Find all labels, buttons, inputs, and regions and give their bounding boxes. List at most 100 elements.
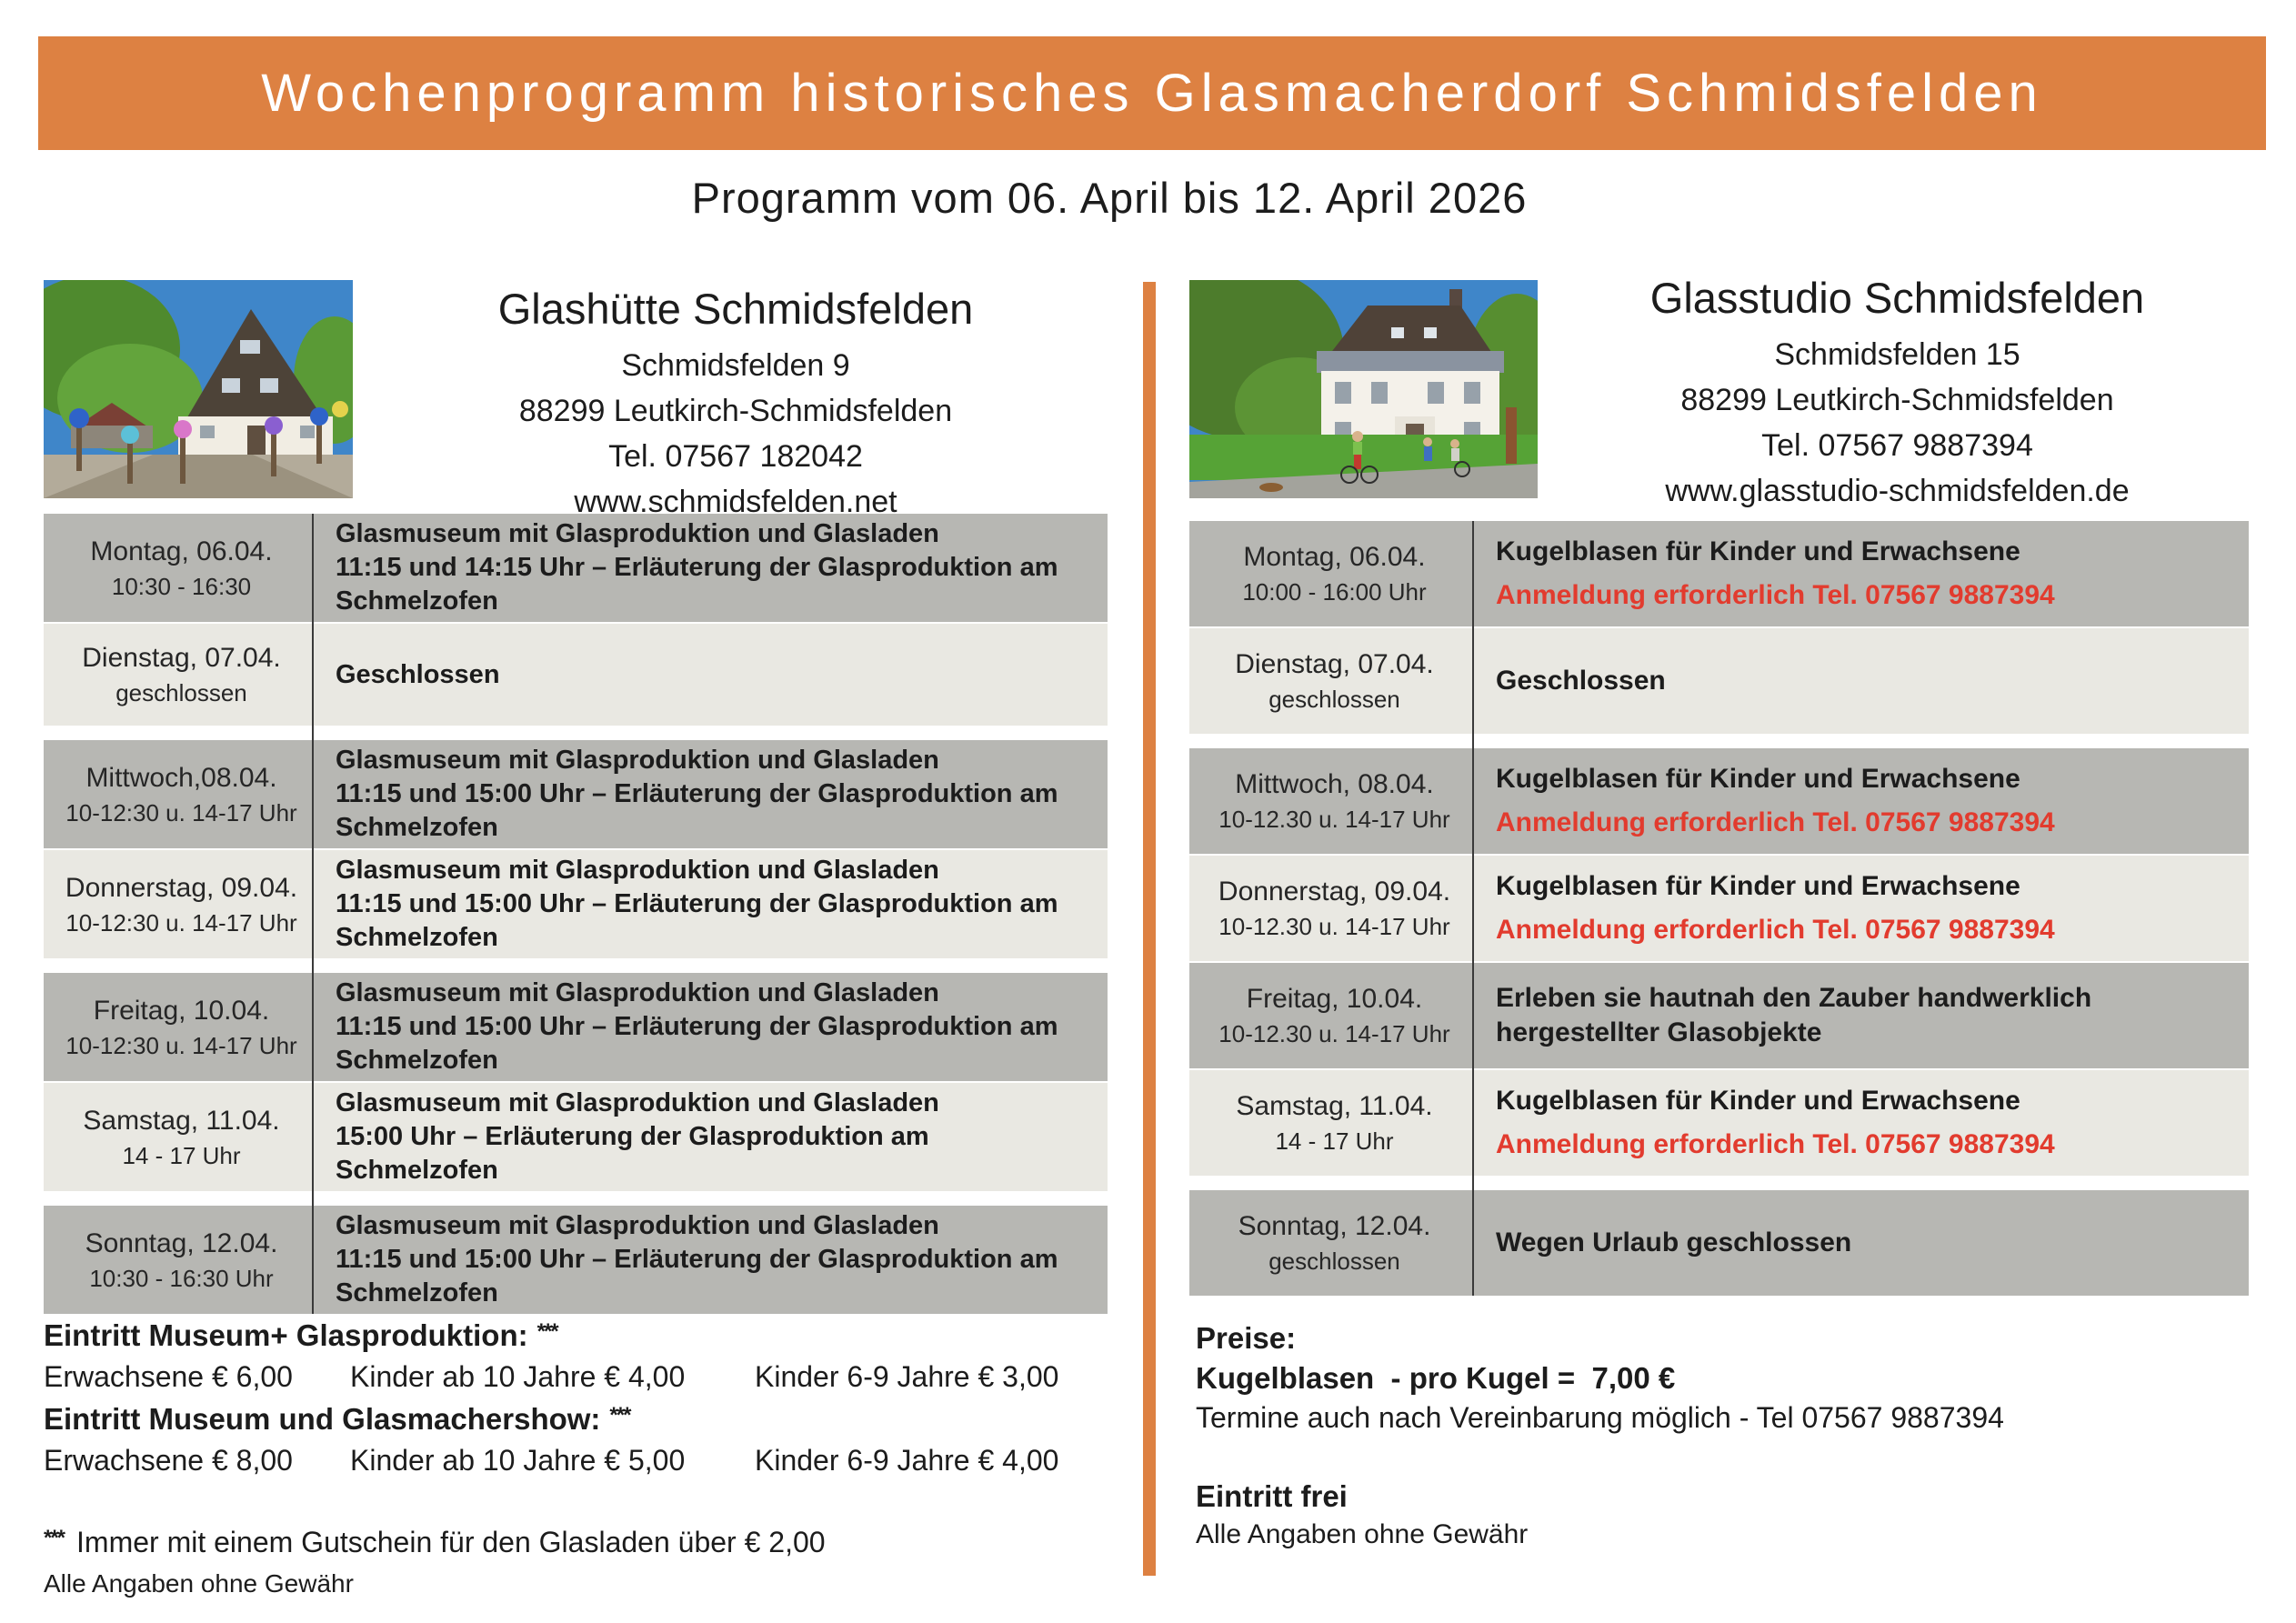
footnote-mark: *** [609, 1403, 631, 1428]
price-children-10plus: Kinder ab 10 Jahre € 5,00 [350, 1444, 686, 1477]
event-cell: Wegen Urlaub geschlossen [1479, 1190, 2249, 1296]
time-label: 10:30 - 16:30 Uhr [89, 1264, 274, 1292]
event-detail: 11:15 und 15:00 Uhr – Erläuterung der Gl… [336, 779, 1058, 842]
time-label: 10-12.30 u. 14-17 Uhr [1218, 806, 1450, 833]
price-header-museum-glasproduktion: Eintritt Museum+ Glasproduktion: *** [44, 1312, 1117, 1356]
schedule-row-monday: Montag, 06.04. 10:30 - 16:30 Glasmuseum … [44, 514, 1108, 622]
glashuette-header: Glashütte Schmidsfelden Schmidsfelden 9 … [364, 284, 1108, 525]
schedule-row-sunday: Sonntag, 12.04. 10:30 - 16:30 Uhr Glasmu… [44, 1206, 1108, 1314]
event-registration-note: Anmeldung erforderlich Tel. 07567 988739… [1496, 580, 2055, 610]
event-title: Glasmuseum mit Glasproduktion und Glasla… [336, 978, 939, 1007]
banner: Wochenprogramm historisches Glasmacherdo… [38, 36, 2266, 150]
schedule-row-friday: Freitag, 10.04. 10-12.30 u. 14-17 Uhr Er… [1189, 963, 2249, 1068]
day-label: Samstag, 11.04. [1236, 1091, 1433, 1121]
glasstudio-schedule-table: Montag, 06.04. 10:00 - 16:00 Uhr Kugelbl… [1189, 521, 2249, 1296]
day-cell: Sonntag, 12.04. geschlossen [1189, 1190, 1479, 1296]
time-label: 10-12.30 u. 14-17 Uhr [1218, 1020, 1450, 1047]
event-detail: 15:00 Uhr – Erläuterung der Glasprodukti… [336, 1122, 929, 1185]
table-column-divider [312, 514, 314, 1314]
event-cell: Kugelblasen für Kinder und Erwachsene An… [1479, 748, 2249, 854]
day-cell: Donnerstag, 09.04. 10-12.30 u. 14-17 Uhr [1189, 856, 1479, 961]
event-title: Geschlossen [1496, 666, 1666, 696]
venue-street: Schmidsfelden 15 [1774, 337, 2020, 372]
venue-city: 88299 Leutkirch-Schmidsfelden [518, 394, 953, 428]
event-title: Glasmuseum mit Glasproduktion und Glasla… [336, 1211, 939, 1240]
day-cell: Donnerstag, 09.04. 10-12:30 u. 14-17 Uhr [44, 850, 319, 958]
appointments-note: Termine auch nach Vereinbarung möglich -… [1196, 1401, 2004, 1434]
glashuette-prices: Eintritt Museum+ Glasproduktion: *** Erwa… [44, 1312, 1117, 1601]
venue-title: Glashütte Schmidsfelden [497, 285, 974, 333]
day-cell: Mittwoch,08.04. 10-12:30 u. 14-17 Uhr [44, 740, 319, 848]
glashuette-schedule-table: Montag, 06.04. 10:30 - 16:30 Glasmuseum … [44, 514, 1108, 1314]
kugelblasen-price: Kugelblasen - pro Kugel = 7,00 € [1196, 1361, 1676, 1395]
disclaimer: Alle Angaben ohne Gewähr [44, 1569, 354, 1598]
event-cell: Glasmuseum mit Glasproduktion und Glasla… [319, 973, 1108, 1081]
time-label: geschlossen [1268, 686, 1400, 713]
day-cell: Montag, 06.04. 10:00 - 16:00 Uhr [1189, 521, 1479, 626]
event-title: Glasmuseum mit Glasproduktion und Glasla… [336, 856, 939, 885]
day-label: Samstag, 11.04. [83, 1105, 280, 1136]
event-title: Kugelblasen für Kinder und Erwachsene [1496, 536, 2020, 566]
price-header-museum-glasmachershow: Eintritt Museum und Glasmachershow: *** [44, 1396, 1117, 1439]
event-registration-note: Anmeldung erforderlich Tel. 07567 988739… [1496, 1129, 2055, 1159]
day-cell: Mittwoch, 08.04. 10-12.30 u. 14-17 Uhr [1189, 748, 1479, 854]
event-registration-note: Anmeldung erforderlich Tel. 07567 988739… [1496, 915, 2055, 945]
event-cell: Kugelblasen für Kinder und Erwachsene An… [1479, 856, 2249, 961]
event-cell: Kugelblasen für Kinder und Erwachsene An… [1479, 521, 2249, 626]
event-title: Glasmuseum mit Glasproduktion und Glasla… [336, 519, 939, 548]
day-label: Dienstag, 07.04. [82, 643, 281, 673]
event-detail: 11:15 und 15:00 Uhr – Erläuterung der Gl… [336, 889, 1058, 952]
table-column-divider [1472, 521, 1474, 1296]
day-label: Freitag, 10.04. [1246, 984, 1423, 1014]
venue-website: www.glasstudio-schmidsfelden.de [1665, 474, 2130, 508]
price-adults: Erwachsene € 8,00 [44, 1444, 293, 1477]
price-row: Erwachsene € 8,00 Kinder ab 10 Jahre € 5… [44, 1441, 1117, 1479]
venue-phone: Tel. 07567 9887394 [1761, 428, 2033, 463]
day-cell: Dienstag, 07.04. geschlossen [44, 624, 319, 726]
glasstudio-prices: Preise: Kugelblasen - pro Kugel = 7,00 €… [1196, 1318, 2251, 1553]
venue-city: 88299 Leutkirch-Schmidsfelden [1680, 383, 2114, 417]
time-label: geschlossen [115, 679, 247, 706]
schedule-row-friday: Freitag, 10.04. 10-12:30 u. 14-17 Uhr Gl… [44, 973, 1108, 1081]
day-cell: Dienstag, 07.04. geschlossen [1189, 628, 1479, 734]
event-detail: 11:15 und 15:00 Uhr – Erläuterung der Gl… [336, 1245, 1058, 1307]
glashuette-photo [44, 280, 353, 498]
time-label: 14 - 17 Uhr [122, 1141, 241, 1169]
day-label: Mittwoch,08.04. [85, 762, 277, 793]
schedule-row-saturday: Samstag, 11.04. 14 - 17 Uhr Kugelblasen … [1189, 1070, 2249, 1176]
spacer [1196, 1437, 2251, 1477]
price-header-text: Eintritt Museum und Glasmachershow: [44, 1402, 601, 1436]
event-title: Glasmuseum mit Glasproduktion und Glasla… [336, 1088, 939, 1117]
spacer [44, 1479, 1117, 1519]
schedule-row-tuesday: Dienstag, 07.04. geschlossen Geschlossen [44, 624, 1108, 726]
event-cell: Glasmuseum mit Glasproduktion und Glasla… [319, 1083, 1108, 1191]
day-cell: Freitag, 10.04. 10-12.30 u. 14-17 Uhr [1189, 963, 1479, 1068]
day-cell: Sonntag, 12.04. 10:30 - 16:30 Uhr [44, 1206, 319, 1314]
schedule-row-wednesday: Mittwoch, 08.04. 10-12.30 u. 14-17 Uhr K… [1189, 748, 2249, 854]
schedule-row-wednesday: Mittwoch,08.04. 10-12:30 u. 14-17 Uhr Gl… [44, 740, 1108, 848]
day-cell: Freitag, 10.04. 10-12:30 u. 14-17 Uhr [44, 973, 319, 1081]
event-title: Erleben sie hautnah den Zauber handwerkl… [1496, 983, 2092, 1047]
time-label: 10:00 - 16:00 Uhr [1242, 578, 1427, 606]
day-label: Donnerstag, 09.04. [65, 872, 298, 903]
day-cell: Montag, 06.04. 10:30 - 16:30 [44, 514, 319, 622]
schedule-row-thursday: Donnerstag, 09.04. 10-12:30 u. 14-17 Uhr… [44, 850, 1108, 958]
event-cell: Kugelblasen für Kinder und Erwachsene An… [1479, 1070, 2249, 1176]
event-registration-note: Anmeldung erforderlich Tel. 07567 988739… [1496, 807, 2055, 837]
price-children-10plus: Kinder ab 10 Jahre € 4,00 [350, 1360, 686, 1393]
event-cell: Glasmuseum mit Glasproduktion und Glasla… [319, 850, 1108, 958]
footnote-mark: *** [536, 1319, 559, 1344]
event-cell: Glasmuseum mit Glasproduktion und Glasla… [319, 514, 1108, 622]
time-label: 10-12.30 u. 14-17 Uhr [1218, 913, 1450, 940]
venue-title: Glasstudio Schmidsfelden [1649, 274, 2145, 322]
schedule-row-thursday: Donnerstag, 09.04. 10-12.30 u. 14-17 Uhr… [1189, 856, 2249, 961]
day-label: Sonntag, 12.04. [1238, 1211, 1431, 1241]
time-label: 10-12:30 u. 14-17 Uhr [65, 1031, 297, 1059]
event-cell: Glasmuseum mit Glasproduktion und Glasla… [319, 1206, 1108, 1314]
event-cell: Glasmuseum mit Glasproduktion und Glasla… [319, 740, 1108, 848]
venue-phone: Tel. 07567 182042 [608, 439, 863, 474]
price-adults: Erwachsene € 6,00 [44, 1360, 293, 1393]
time-label: geschlossen [1268, 1247, 1400, 1275]
event-detail: 11:15 und 15:00 Uhr – Erläuterung der Gl… [336, 1012, 1058, 1075]
